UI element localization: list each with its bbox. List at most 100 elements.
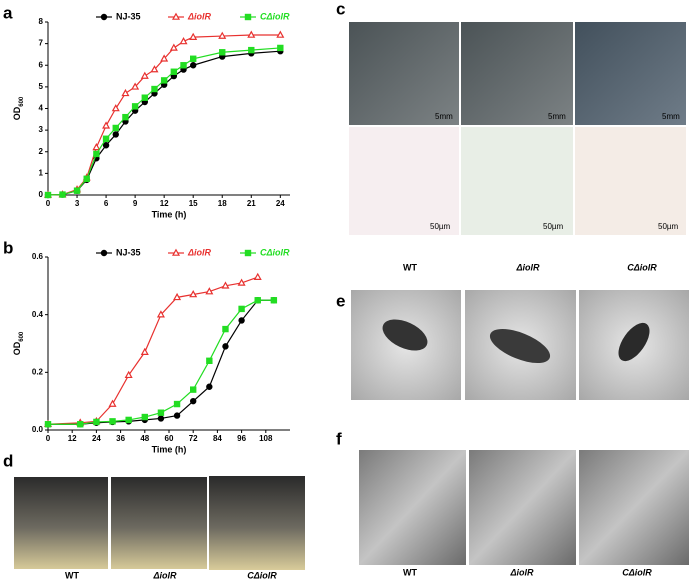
panel-letter: c: [336, 0, 345, 18]
data-point: [111, 104, 120, 112]
data-point: [160, 54, 169, 62]
y-tick-label: 0.6: [32, 252, 44, 261]
x-tick-label: 108: [259, 434, 273, 443]
legend-label: ΔiolR: [187, 11, 212, 21]
y-axis-title: OD600: [12, 96, 24, 120]
data-point: [124, 370, 133, 379]
data-point: [219, 49, 226, 56]
data-point: [131, 82, 140, 90]
x-tick-label: 6: [104, 199, 109, 208]
scale-label: 5mm: [662, 112, 680, 121]
x-axis-title: Time (h): [152, 444, 187, 454]
photo: [13, 476, 305, 570]
x-tick-label: 96: [237, 434, 246, 443]
y-tick-label: 0.0: [32, 425, 44, 434]
data-point: [190, 55, 197, 62]
data-point: [77, 421, 84, 428]
x-tick-label: 60: [165, 434, 174, 443]
data-point: [112, 124, 119, 132]
scale-label: 50µm: [430, 222, 451, 231]
photo: [575, 127, 686, 235]
data-point: [108, 399, 117, 407]
y-tick-label: 1: [39, 168, 44, 177]
y-tick-label: 8: [39, 17, 44, 26]
data-point: [121, 88, 130, 97]
photo: [579, 450, 689, 565]
x-tick-label: 36: [116, 434, 125, 443]
data-point: [140, 71, 149, 79]
data-point: [247, 30, 256, 38]
panel-f: f WT ΔiolR CΔiolR: [336, 429, 689, 577]
panel-e: e: [336, 290, 689, 400]
panel-letter: e: [336, 291, 345, 310]
y-tick-label: 5: [39, 82, 44, 91]
y-axis-title-sub: 600: [19, 331, 25, 342]
legend-marker: [100, 249, 108, 257]
data-point: [222, 325, 229, 333]
divider: [109, 475, 209, 571]
series-line: [47, 50, 281, 196]
data-point: [277, 44, 284, 52]
strain-label: WT: [403, 262, 417, 272]
y-tick-label: 3: [39, 125, 44, 134]
strain-label: ΔiolR: [509, 567, 534, 577]
photo: [461, 22, 573, 125]
data-point: [237, 278, 246, 286]
data-point: [160, 77, 168, 84]
data-point: [141, 94, 148, 101]
data-point: [112, 131, 119, 138]
scale-label: 50µm: [543, 222, 564, 231]
y-axis-title-main: OD: [12, 106, 22, 120]
y-tick-label: 7: [39, 39, 44, 48]
y-tick-label: 6: [39, 60, 44, 69]
legend-label: NJ-35: [116, 11, 141, 21]
data-point: [93, 418, 100, 426]
panel-letter: f: [336, 429, 342, 448]
x-tick-label: 21: [247, 199, 256, 208]
panel-d: d WT ΔiolR CΔiolR: [3, 451, 305, 580]
data-point: [189, 62, 197, 69]
x-tick-label: 9: [133, 199, 138, 208]
y-tick-label: 4: [39, 104, 44, 113]
y-axis-title-main: OD: [12, 341, 22, 355]
data-point: [238, 317, 245, 324]
data-point: [254, 297, 261, 304]
data-point: [59, 191, 66, 198]
x-tick-label: 0: [46, 199, 51, 208]
data-point: [270, 297, 278, 304]
data-point: [140, 347, 149, 355]
data-point: [150, 65, 159, 73]
photo: [461, 127, 573, 235]
x-tick-label: 3: [75, 199, 80, 208]
strain-label: CΔiolR: [247, 570, 277, 580]
x-tick-label: 24: [276, 199, 285, 208]
legend-marker: [100, 13, 108, 21]
strain-label: ΔiolR: [515, 262, 540, 272]
data-point: [189, 32, 198, 40]
y-axis-title: OD600: [12, 331, 24, 355]
legend-label: ΔiolR: [187, 247, 212, 257]
data-point: [125, 416, 132, 424]
y-tick-label: 0.2: [32, 367, 44, 376]
strain-label: WT: [403, 567, 417, 577]
panel-letter: b: [3, 238, 13, 257]
legend-label: CΔiolR: [260, 247, 290, 257]
legend-marker: [244, 249, 252, 257]
y-tick-label: 2: [39, 147, 44, 156]
data-point: [189, 397, 197, 405]
y-tick-label: 0: [39, 190, 44, 199]
data-point: [173, 400, 181, 408]
x-axis-title: Time (h): [152, 209, 187, 219]
data-point: [238, 305, 245, 313]
scale-label: 5mm: [435, 112, 453, 121]
x-tick-label: 12: [68, 434, 77, 443]
data-point: [205, 287, 214, 295]
data-point: [157, 409, 165, 416]
data-point: [180, 62, 187, 69]
data-point: [157, 415, 165, 422]
data-point: [156, 310, 165, 318]
data-point: [218, 31, 227, 39]
strain-label: WT: [65, 570, 79, 580]
data-point: [206, 383, 213, 390]
